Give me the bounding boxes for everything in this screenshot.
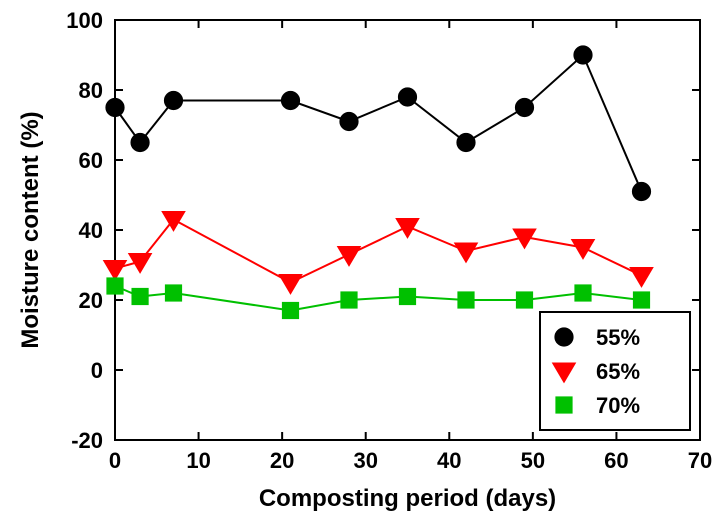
x-tick-label: 70	[688, 448, 712, 473]
x-tick-label: 20	[270, 448, 294, 473]
y-tick-label: 20	[79, 288, 103, 313]
series-marker	[400, 289, 416, 305]
y-tick-label: 80	[79, 78, 103, 103]
series-marker	[132, 289, 148, 305]
x-tick-label: 40	[437, 448, 461, 473]
y-tick-label: 100	[66, 8, 103, 33]
series-marker	[516, 99, 534, 117]
y-axis-label: Moisture content (%)	[17, 111, 44, 348]
x-tick-label: 50	[521, 448, 545, 473]
x-tick-label: 60	[604, 448, 628, 473]
legend-label: 55%	[596, 325, 640, 350]
series-marker	[131, 134, 149, 152]
series-marker	[517, 292, 533, 308]
legend-marker	[555, 328, 573, 346]
series-marker	[458, 292, 474, 308]
series-marker	[166, 285, 182, 301]
series-marker	[341, 292, 357, 308]
legend-marker	[556, 397, 572, 413]
series-marker	[165, 92, 183, 110]
series-marker	[634, 292, 650, 308]
series-marker	[574, 46, 592, 64]
x-tick-label: 0	[109, 448, 121, 473]
series-marker	[283, 303, 299, 319]
series-marker	[282, 92, 300, 110]
x-tick-label: 10	[186, 448, 210, 473]
y-tick-label: 60	[79, 148, 103, 173]
x-tick-label: 30	[353, 448, 377, 473]
series-marker	[575, 285, 591, 301]
moisture-chart: 010203040506070-20020406080100Composting…	[0, 0, 726, 518]
series-marker	[340, 113, 358, 131]
chart-svg: 010203040506070-20020406080100Composting…	[0, 0, 726, 518]
series-marker	[106, 99, 124, 117]
y-tick-label: 0	[91, 358, 103, 383]
legend-label: 65%	[596, 359, 640, 384]
x-axis-label: Composting period (days)	[259, 485, 556, 512]
legend: 55% 65% 70%	[540, 312, 690, 430]
y-tick-label: 40	[79, 218, 103, 243]
series-marker	[399, 88, 417, 106]
legend-label: 70%	[596, 393, 640, 418]
series-marker	[457, 134, 475, 152]
series-marker	[633, 183, 651, 201]
series-marker	[107, 278, 123, 294]
y-tick-label: -20	[71, 428, 103, 453]
